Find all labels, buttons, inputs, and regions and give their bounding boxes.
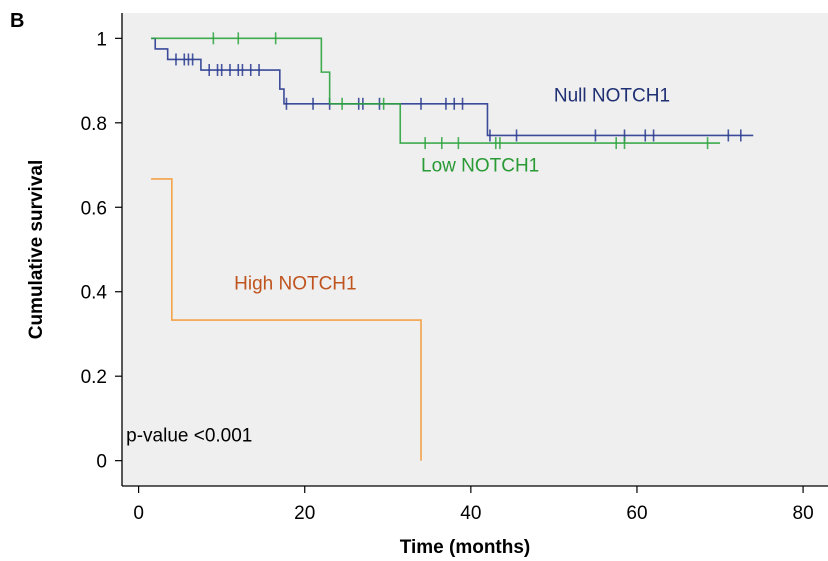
y-tick-label: 0.6 (81, 198, 107, 219)
series-null-notch1 (151, 37, 754, 142)
survival-curve-low-notch1 (151, 37, 721, 144)
x-axis-ticks: 0 20 40 60 80 (133, 486, 814, 524)
series-low-notch1 (151, 32, 721, 150)
y-axis-title: Cumulative survival (26, 160, 47, 340)
series-high-notch1 (151, 178, 422, 461)
annotation-layer: Null NOTCH1 Low NOTCH1 High NOTCH1 p-value … (126, 86, 670, 447)
y-tick-label: 0.8 (81, 114, 107, 135)
annotation-label: Low NOTCH1 (421, 155, 539, 176)
annotation-label: p-value <0.001 (126, 426, 252, 447)
x-tick-label: 40 (460, 503, 481, 524)
panel-label: B (10, 10, 24, 32)
x-tick-label: 80 (793, 503, 814, 524)
y-tick-label: 0.2 (81, 367, 107, 388)
x-axis-title: Time (months) (400, 537, 531, 558)
x-tick-label: 0 (133, 503, 144, 524)
annotation-label: High NOTCH1 (234, 274, 356, 295)
series-layer (151, 32, 754, 461)
y-tick-label: 0 (96, 452, 107, 473)
survival-curve-high-notch1 (151, 178, 422, 461)
y-axis-ticks: 0 0.2 0.4 0.6 0.8 1 (81, 29, 122, 473)
plot-area (122, 13, 828, 486)
x-tick-label: 20 (294, 503, 315, 524)
annotation-label: Null NOTCH1 (554, 86, 670, 107)
y-tick-label: 0.4 (81, 283, 108, 304)
y-tick-label: 1 (96, 29, 107, 50)
x-tick-label: 60 (626, 503, 647, 524)
